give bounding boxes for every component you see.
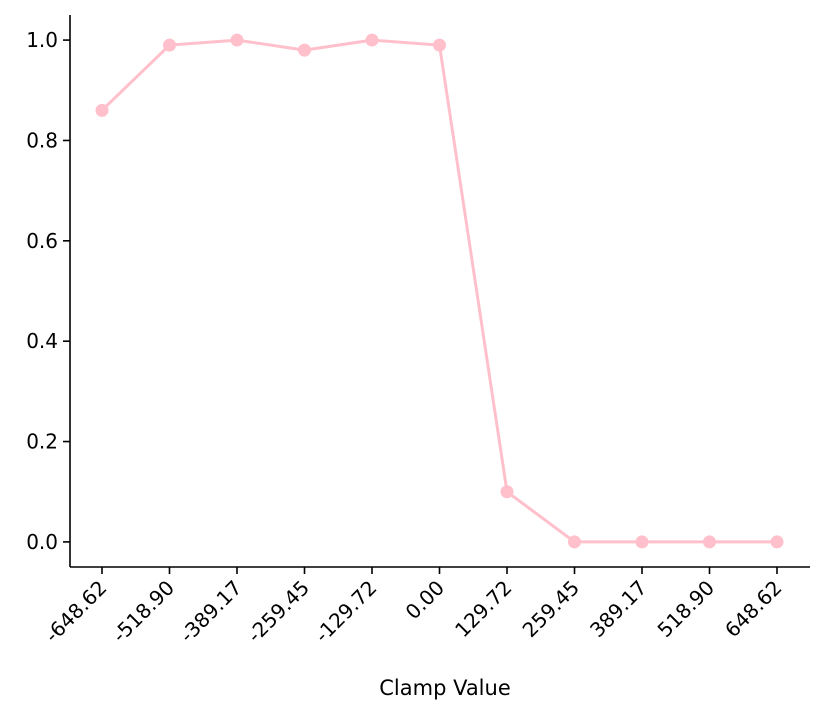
y-tick-label: 1.0 [26,28,58,52]
data-point [703,535,716,549]
series-line [100,38,777,544]
x-tick-label: 129.72 [450,576,516,642]
data-point [163,38,176,52]
data-point [500,485,514,499]
data-point [298,43,311,57]
x-tick-label: 0.00 [401,576,449,624]
y-tick-label: 0.4 [26,329,58,353]
data-point [770,535,784,549]
x-axis-title: Clamp Value [379,676,511,700]
x-tick-label: -518.90 [107,576,179,648]
data-point [365,33,379,47]
y-tick-label: 0.6 [26,229,58,253]
y-tick-label: 0.0 [26,530,58,554]
x-tick-label: 648.62 [720,576,786,642]
data-point [568,535,581,549]
x-tick-label: -389.17 [175,576,247,648]
axes [69,15,810,568]
y-tick-label: 0.2 [26,430,58,454]
x-ticks: -648.62-518.90-389.17-259.45-129.72 0.00 1… [40,567,787,647]
data-point [230,33,244,47]
x-tick-label: -648.62 [40,576,112,648]
x-tick-label: 518.90 [653,576,719,642]
y-tick-label: 0.8 [26,128,58,152]
data-point [95,103,109,117]
x-tick-label: -129.72 [310,576,382,648]
x-tick-label: 259.45 [518,576,584,642]
x-tick-label: 389.17 [585,576,651,642]
data-point [433,38,446,52]
data-point [635,535,649,549]
y-ticks: 0.0 0.2 0.4 0.6 0.8 1.0 [26,28,70,554]
series-group [95,33,784,549]
x-tick-label: -259.45 [242,576,314,648]
